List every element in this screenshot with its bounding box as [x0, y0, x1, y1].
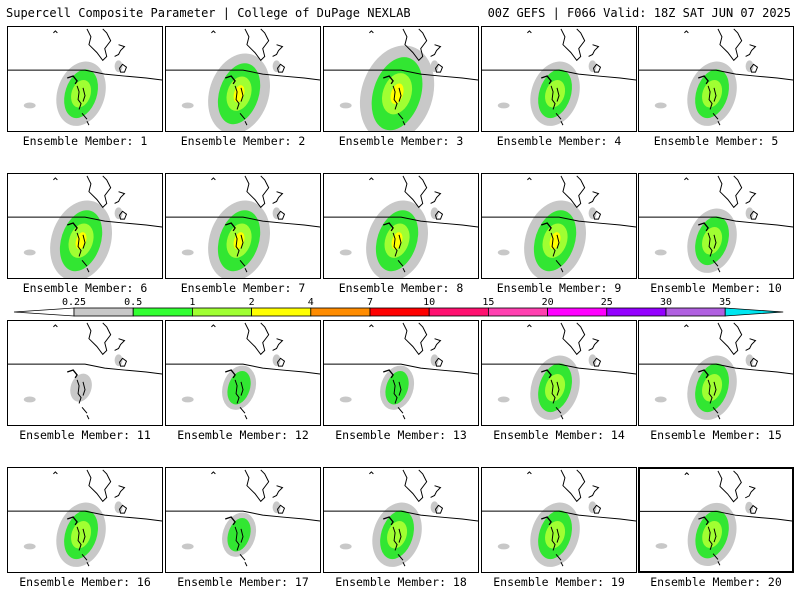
ensemble-member-label-17: Ensemble Member: 17: [177, 575, 309, 589]
ensemble-member-map-2[interactable]: [165, 26, 321, 132]
ensemble-member-label-5: Ensemble Member: 5: [653, 134, 779, 148]
scp-field-map: [482, 175, 636, 278]
scp-field-map: [324, 469, 478, 567]
ensemble-member-label-9: Ensemble Member: 9: [496, 281, 622, 295]
ensemble-member-map-13[interactable]: [323, 320, 479, 426]
colorbar-segment: [487, 307, 548, 317]
ensemble-member-label-2: Ensemble Member: 2: [180, 134, 306, 148]
colorbar: [13, 307, 784, 317]
ensemble-member-map-11[interactable]: [7, 320, 163, 426]
ensemble-member-label-19: Ensemble Member: 19: [493, 575, 625, 589]
ensemble-member-map-19[interactable]: [481, 467, 637, 573]
colorbar-tick-label: 25: [600, 297, 613, 308]
colorbar-high-arrow: [724, 307, 784, 317]
ensemble-member-label-15: Ensemble Member: 15: [650, 428, 782, 442]
scp-field-map: [8, 175, 162, 278]
colorbar-segment: [547, 307, 608, 317]
colorbar-tick-label: 0.25: [61, 297, 87, 308]
colorbar-segment: [606, 307, 667, 317]
ensemble-member-label-10: Ensemble Member: 10: [650, 281, 782, 295]
ensemble-member-map-20[interactable]: [638, 467, 794, 573]
scp-field-map: [166, 28, 320, 131]
colorbar-segment: [251, 307, 312, 317]
scp-field-map: [166, 469, 320, 567]
ensemble-member-label-12: Ensemble Member: 12: [177, 428, 309, 442]
colorbar-tick-label: 20: [541, 297, 554, 308]
ensemble-member-label-13: Ensemble Member: 13: [335, 428, 467, 442]
scp-field-map: [640, 470, 792, 567]
ensemble-member-map-3[interactable]: [323, 26, 479, 132]
scp-field-map: [324, 175, 478, 278]
map-title: Supercell Composite Parameter | College …: [6, 6, 411, 20]
ensemble-member-map-4[interactable]: [481, 26, 637, 132]
ensemble-member-label-6: Ensemble Member: 6: [22, 281, 148, 295]
colorbar-low-arrow: [13, 307, 75, 317]
ensemble-member-label-1: Ensemble Member: 1: [22, 134, 148, 148]
scp-field-map: [166, 175, 320, 278]
ensemble-member-label-7: Ensemble Member: 7: [180, 281, 306, 295]
ensemble-member-label-16: Ensemble Member: 16: [19, 575, 151, 589]
scp-field-map: [8, 469, 162, 567]
ensemble-member-label-20: Ensemble Member: 20: [650, 575, 782, 589]
ensemble-member-map-17[interactable]: [165, 467, 321, 573]
colorbar-segment: [665, 307, 726, 317]
ensemble-member-label-18: Ensemble Member: 18: [335, 575, 467, 589]
scp-field-map: [482, 322, 636, 420]
scp-field-map: [482, 28, 636, 126]
ensemble-member-map-7[interactable]: [165, 173, 321, 279]
ensemble-member-map-5[interactable]: [638, 26, 794, 132]
colorbar-segment: [73, 307, 134, 317]
ensemble-member-map-14[interactable]: [481, 320, 637, 426]
colorbar-tick-label: 7: [366, 297, 374, 308]
scp-field-map: [8, 28, 162, 126]
colorbar-segment: [369, 307, 430, 317]
colorbar-tick-label: 1: [189, 297, 196, 308]
ensemble-member-map-1[interactable]: [7, 26, 163, 132]
ensemble-member-map-12[interactable]: [165, 320, 321, 426]
scp-field-map: [639, 175, 793, 273]
colorbar-tick-label: 15: [482, 297, 495, 308]
scp-field-map: [482, 469, 636, 567]
colorbar-segment: [132, 307, 193, 317]
ensemble-member-map-16[interactable]: [7, 467, 163, 573]
valid-time-label: 00Z GEFS | F066 Valid: 18Z SAT JUN 07 20…: [487, 6, 791, 20]
scp-field-map: [639, 28, 793, 126]
ensemble-member-label-4: Ensemble Member: 4: [496, 134, 622, 148]
ensemble-member-map-15[interactable]: [638, 320, 794, 426]
scp-field-map: [166, 322, 320, 420]
colorbar-segment: [191, 307, 252, 317]
ensemble-member-label-14: Ensemble Member: 14: [493, 428, 625, 442]
ensemble-member-map-8[interactable]: [323, 173, 479, 279]
scp-field-map: [324, 322, 478, 420]
ensemble-member-label-8: Ensemble Member: 8: [338, 281, 464, 295]
colorbar-segment: [428, 307, 489, 317]
colorbar-tick-label: 2: [248, 297, 255, 308]
scp-field-map: [324, 28, 478, 131]
ensemble-member-map-9[interactable]: [481, 173, 637, 279]
ensemble-member-label-3: Ensemble Member: 3: [338, 134, 464, 148]
colorbar-tick-label: 0.5: [124, 297, 143, 308]
colorbar-tick-label: 30: [659, 297, 673, 308]
colorbar-tick-label: 10: [423, 297, 436, 308]
ensemble-member-map-10[interactable]: [638, 173, 794, 279]
ensemble-member-map-6[interactable]: [7, 173, 163, 279]
ensemble-member-label-11: Ensemble Member: 11: [19, 428, 151, 442]
scp-field-map: [8, 322, 162, 420]
colorbar-tick-label: 35: [719, 297, 732, 308]
colorbar-segment: [310, 307, 371, 317]
ensemble-member-map-18[interactable]: [323, 467, 479, 573]
scp-field-map: [639, 322, 793, 420]
colorbar-tick-label: 4: [307, 297, 314, 308]
